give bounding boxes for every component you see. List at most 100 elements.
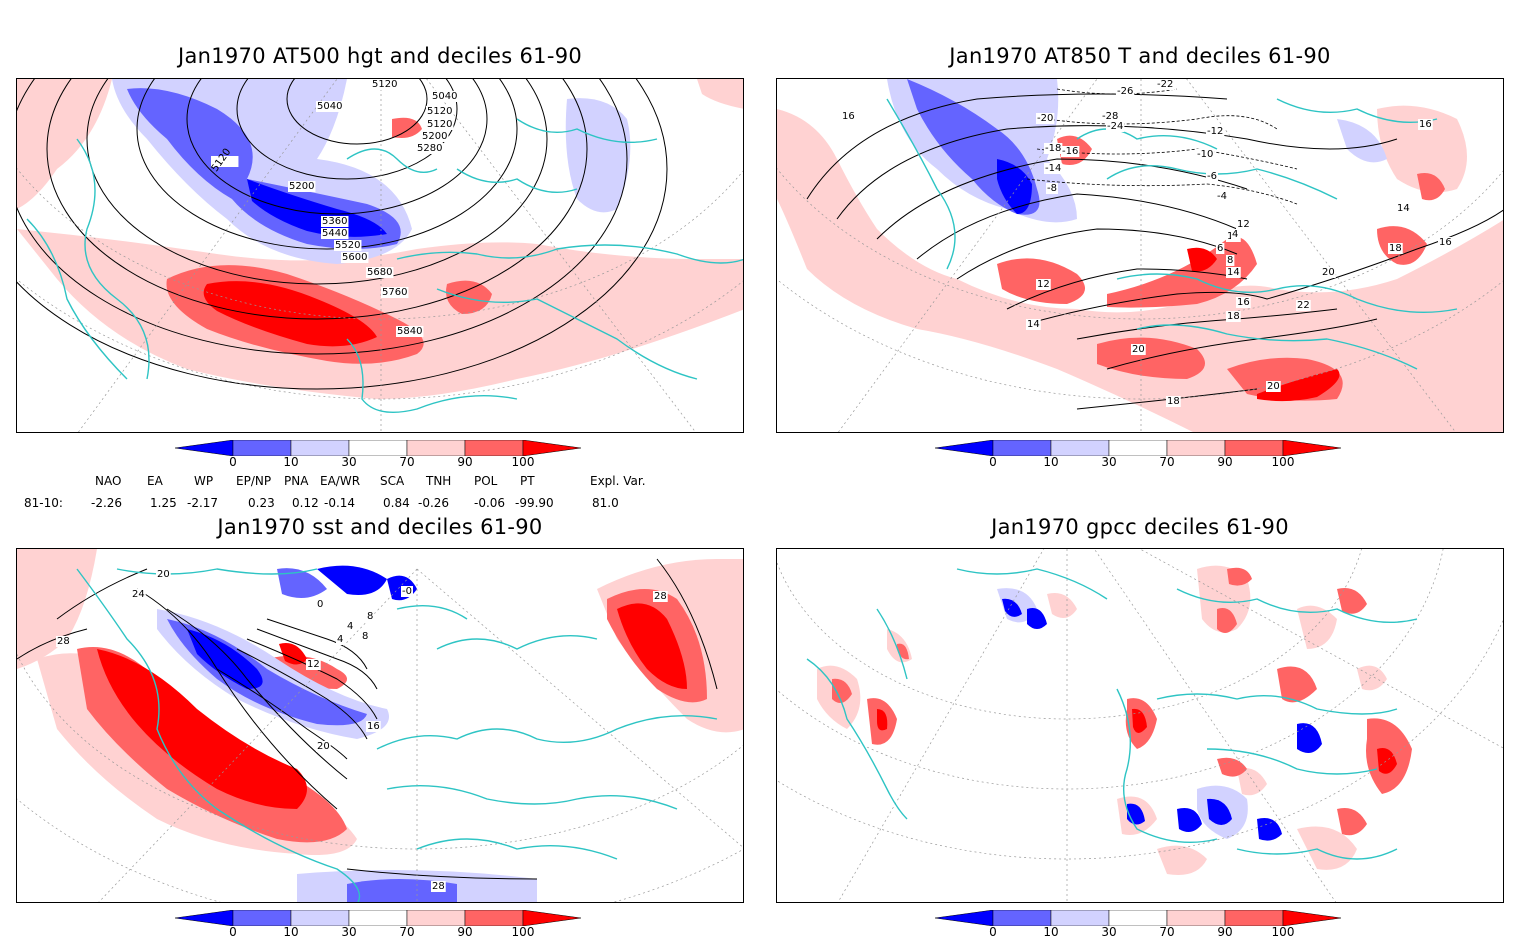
contour-label-bg	[1116, 86, 1135, 97]
contour-label: 28	[57, 636, 70, 647]
contour-label-bg	[1266, 381, 1281, 392]
contour-label-bg	[1388, 243, 1403, 254]
contour-label-bg	[341, 252, 369, 263]
contour-label: -18	[1045, 143, 1061, 154]
contour-label-bg	[416, 143, 444, 154]
colorbar-tick: 90	[1217, 455, 1233, 469]
contour-label: 16	[1237, 297, 1250, 308]
anomaly-mid-pos	[392, 117, 422, 138]
anomaly-strong-pos	[1257, 369, 1340, 402]
contour-label-bg	[371, 79, 399, 90]
colorbar-svg	[175, 910, 582, 926]
index-value: -2.26	[91, 496, 123, 510]
contour-label-bg	[316, 741, 331, 752]
contour-label-bg	[156, 569, 171, 580]
colorbar-tick: 30	[1101, 925, 1117, 939]
contour-label-bg	[316, 101, 344, 112]
contour-label: -0	[402, 586, 412, 597]
contour-label: 14	[1397, 203, 1410, 214]
anomaly-mid-pos	[1107, 236, 1257, 308]
colorbar-tick: 70	[1159, 925, 1175, 939]
contour-label-bg	[1206, 126, 1225, 137]
contour-label-bg	[316, 599, 325, 610]
index-value: 1.25	[150, 496, 177, 510]
contour-label: -22	[1157, 79, 1173, 90]
precip-anomalies	[817, 565, 1412, 875]
colorbar-tick: 10	[1043, 455, 1059, 469]
contour-label-bg	[1216, 243, 1225, 254]
contour-label: 24	[132, 589, 145, 600]
contour-label-bg	[1296, 300, 1311, 311]
colorbar-tick: 70	[1159, 455, 1175, 469]
anomaly-strong-pos	[97, 649, 307, 809]
colorbar-tick: 0	[989, 455, 997, 469]
hgt-map-svg: 5120 5040 5120 5040 5120 5200 5280 5120 …	[17, 79, 743, 432]
contour-label: 0	[317, 599, 323, 610]
contour-label-bg	[1226, 311, 1241, 322]
colorbar-gpcc: 0 10 30 70 90 100	[935, 910, 1347, 944]
index-header: SCA	[380, 474, 405, 488]
contour-label-bg	[321, 216, 349, 227]
contour-label-bg	[336, 634, 345, 645]
index-header: NAO	[95, 474, 122, 488]
anomaly-weak-pos	[267, 655, 347, 689]
contour-label-bg	[1166, 396, 1181, 407]
anomaly-weak-neg	[1337, 119, 1387, 163]
colorbar-tick: 0	[229, 925, 237, 939]
contour-label: 28	[432, 881, 445, 892]
colorbar-tick: 90	[457, 925, 473, 939]
contour-label: 4	[347, 621, 353, 632]
contour-label: 12	[1037, 279, 1050, 290]
contour-label: 20	[1267, 381, 1280, 392]
contour-label: 12	[1237, 219, 1250, 230]
contour-label: -6	[1207, 171, 1217, 182]
contour-label-bg	[1418, 119, 1433, 130]
contour-label: -16	[1062, 146, 1078, 157]
gpcc-map-svg	[777, 549, 1503, 902]
contour-label-bg	[421, 131, 449, 142]
contour-label: 5680	[367, 267, 392, 278]
contour-label: 8	[367, 611, 373, 622]
contour-label-bg	[426, 106, 454, 117]
index-value: 0.12	[292, 496, 319, 510]
index-value: -2.17	[187, 496, 219, 510]
colorbar-tick: 70	[399, 925, 415, 939]
panel-title-gpcc: Jan1970 gpcc deciles 61-90	[991, 515, 1289, 539]
contour-label-bg	[366, 611, 375, 622]
contour-label-bg	[426, 119, 454, 130]
colorbar-tick: 30	[341, 455, 357, 469]
contour-label: 14	[1027, 319, 1040, 330]
index-header: WP	[194, 474, 214, 488]
contour-label-bg	[1231, 229, 1240, 240]
anomaly-mid-pos	[1417, 173, 1445, 201]
contour-label-bg	[334, 240, 362, 251]
index-value: -0.26	[418, 496, 450, 510]
contour-label: -24	[1107, 121, 1123, 132]
anomaly-mid-neg	[277, 568, 327, 598]
index-header: PNA	[284, 474, 309, 488]
anomaly-weak-pos	[777, 109, 1503, 432]
contour-label: -4	[1217, 191, 1227, 202]
contour-label: 18	[1167, 396, 1180, 407]
colorbar-svg	[175, 440, 582, 456]
contour-label-bg	[131, 589, 146, 600]
index-row-label: 81-10:	[24, 496, 63, 510]
index-header: Expl. Var.	[590, 474, 646, 488]
contour-label: 20	[1132, 344, 1145, 355]
anomaly-weak-pos	[17, 79, 112, 209]
contour-label-bg	[841, 111, 856, 122]
contour-label: 5040	[432, 91, 457, 102]
anomaly-strong-neg	[247, 179, 387, 237]
map-panel-t850: -26 -22 -20 -28 -24 -12 -16 -18 -14 -8 -…	[776, 78, 1504, 433]
contour-label: 5200	[422, 131, 447, 142]
panel-title-sst: Jan1970 sst and deciles 61-90	[217, 515, 543, 539]
anomaly-strong-pos	[617, 603, 687, 689]
contour-label: 20	[157, 569, 170, 580]
contour-label: -10	[1197, 149, 1213, 160]
contour-label-bg	[366, 721, 381, 732]
colorbar-tick: 90	[1217, 925, 1233, 939]
colorbar-tick: 10	[283, 455, 299, 469]
contour-label: 16	[842, 111, 855, 122]
contour-label: 8	[1227, 255, 1233, 266]
contour-label: 5120	[427, 119, 452, 130]
